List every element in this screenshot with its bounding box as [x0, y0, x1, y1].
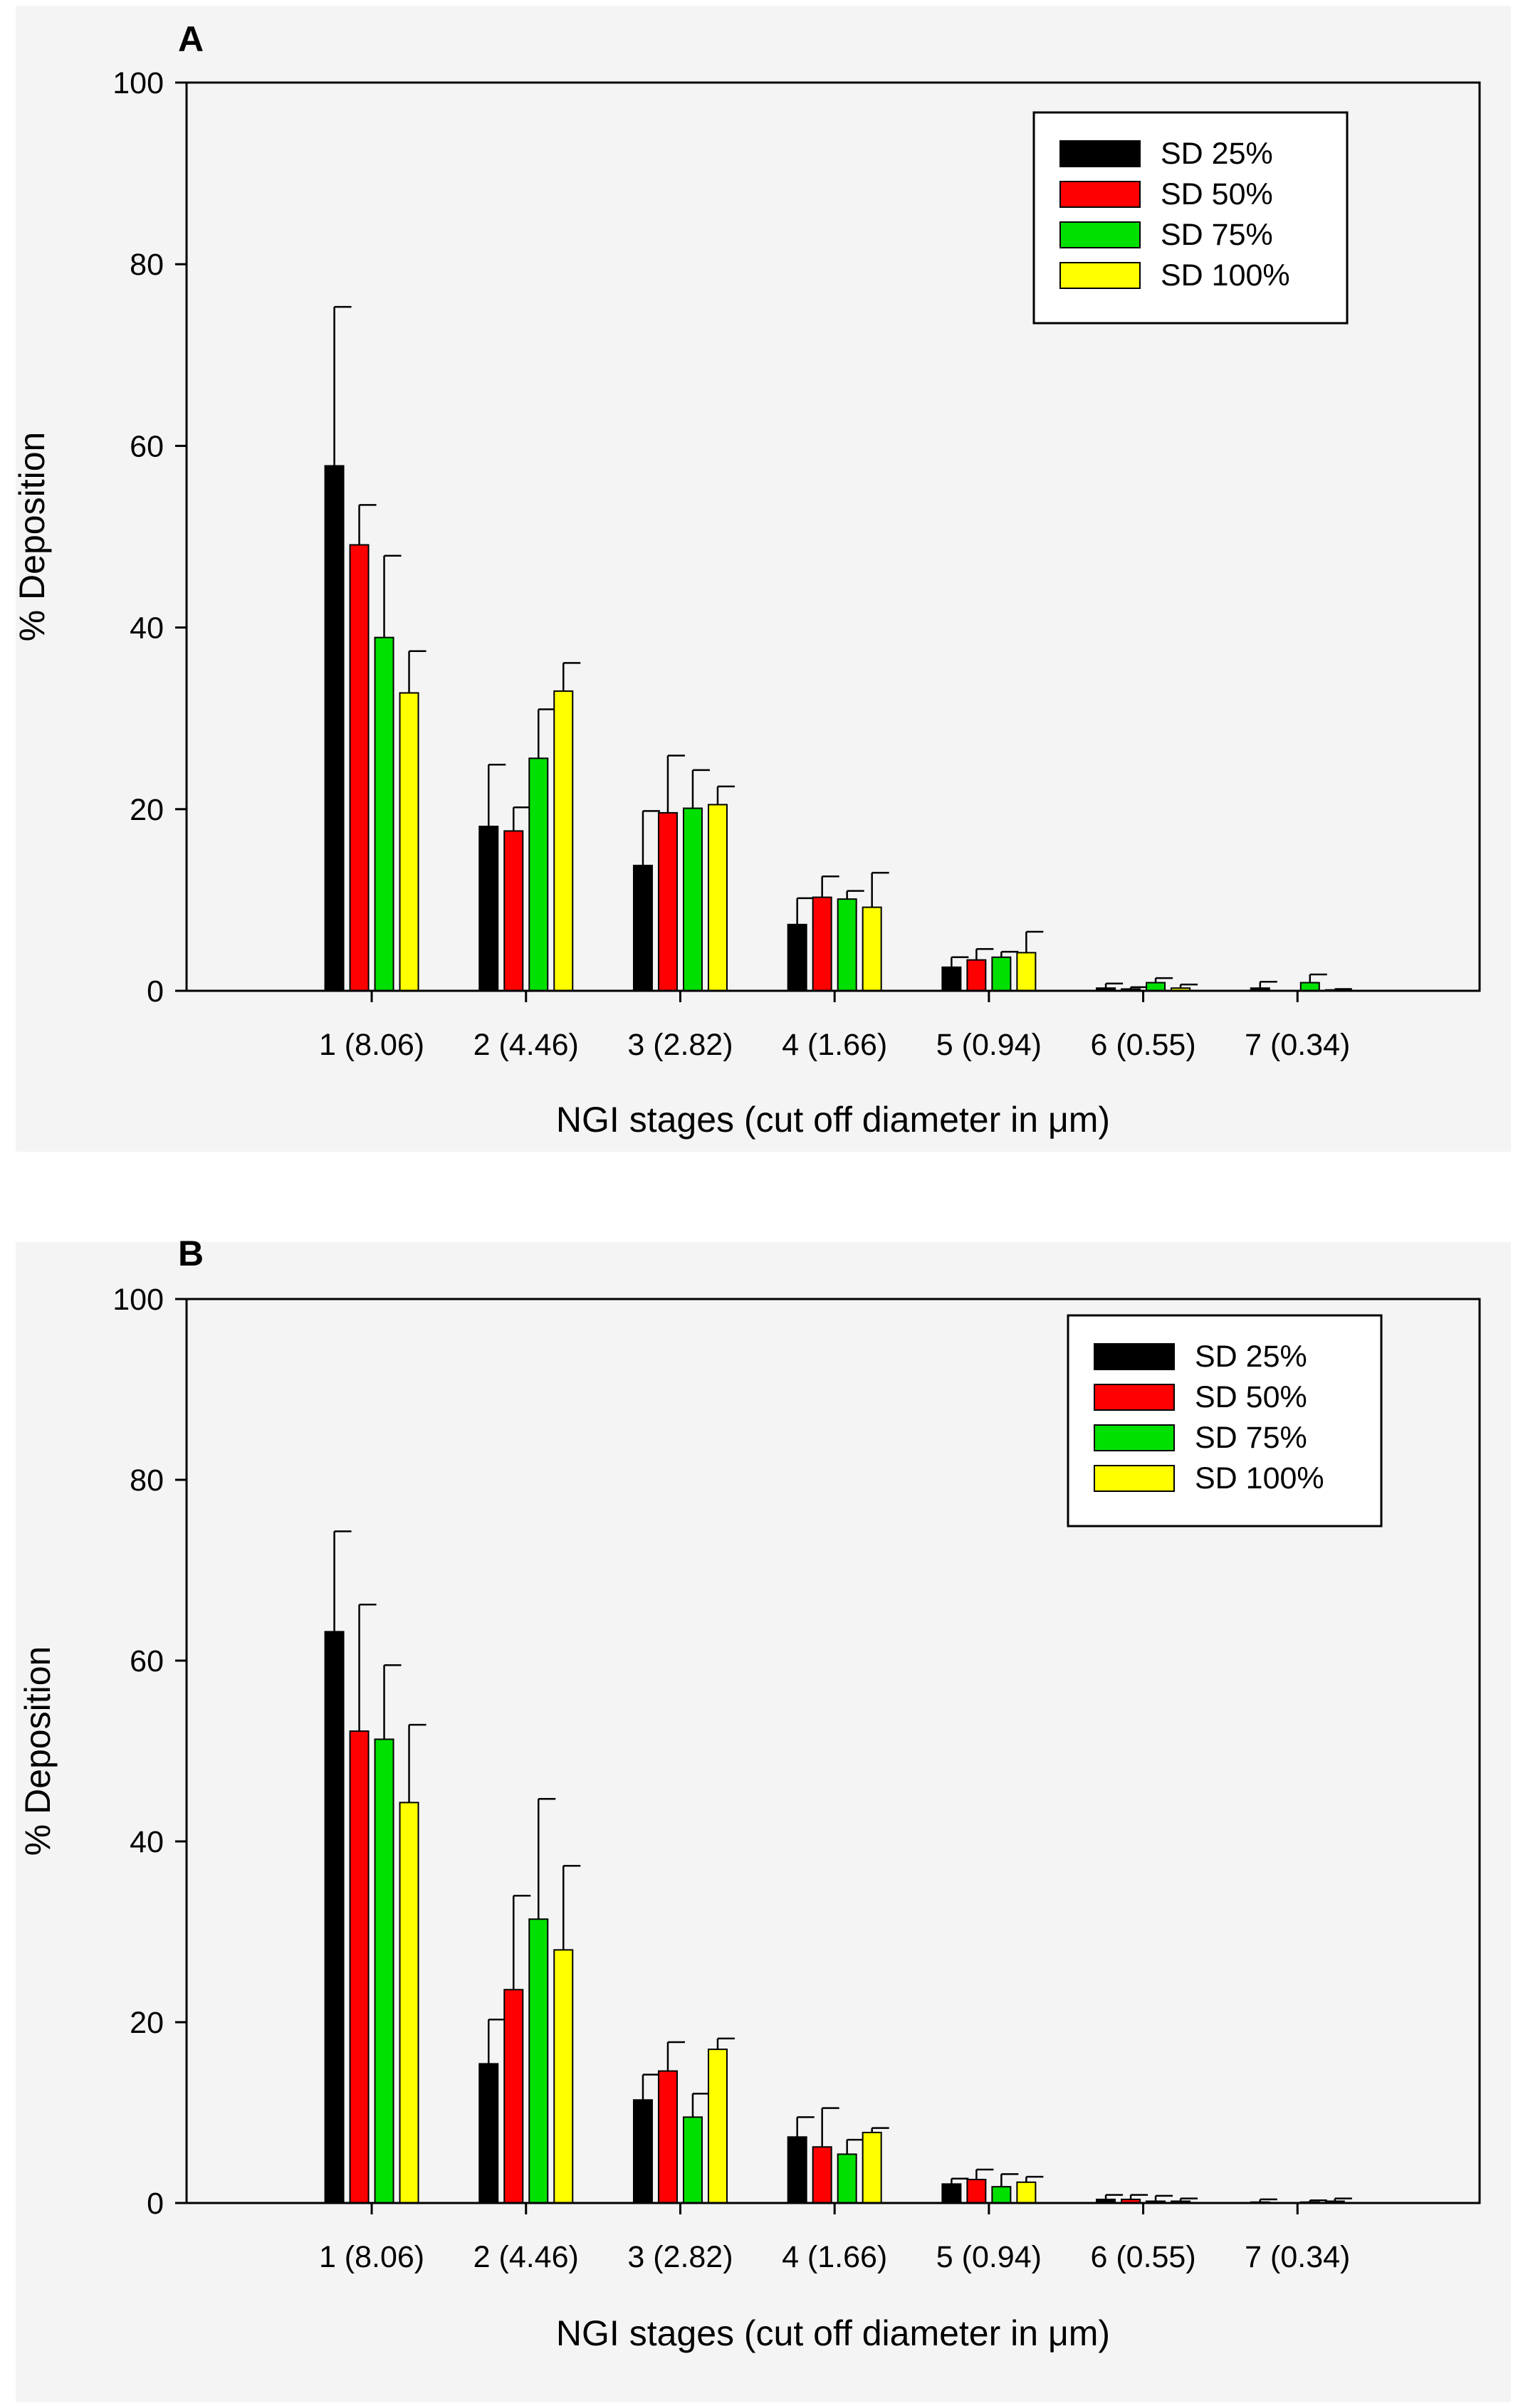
x-tick-label: 1 (8.06): [319, 2240, 424, 2274]
legend-label: SD 75%: [1195, 1421, 1307, 1455]
y-tick-label: 100: [112, 1283, 164, 1317]
legend-swatch: [1094, 1384, 1175, 1411]
legend-label: SD 50%: [1195, 1380, 1307, 1414]
legend-label: SD 75%: [1161, 218, 1273, 252]
bar-sd-75--stage-5: [991, 2186, 1012, 2204]
bar-sd-100--stage-3: [707, 2049, 728, 2204]
plot-frame: [185, 81, 1481, 992]
legend-label: SD 25%: [1195, 1340, 1307, 1374]
y-axis-label: % Deposition: [12, 432, 52, 642]
bar-sd-100--stage-2: [553, 1949, 574, 2204]
legend: SD 25% SD 50% SD 75% SD 100%: [1032, 111, 1349, 325]
x-tick-label: 7 (0.34): [1245, 2240, 1350, 2274]
bar-sd-25--stage-2: [478, 2063, 499, 2204]
x-tick-label: 4 (1.66): [782, 2240, 887, 2274]
x-tick-label: 3 (2.82): [627, 2240, 733, 2274]
bar-sd-25--stage-3: [632, 864, 653, 992]
bar-sd-50--stage-5: [966, 2178, 987, 2204]
bar-sd-25--stage-4: [787, 2136, 807, 2204]
x-tick-label: 3 (2.82): [627, 1028, 733, 1062]
legend-label: SD 50%: [1161, 177, 1273, 211]
y-tick-label: 100: [112, 66, 164, 100]
plot-frame: [185, 1298, 1481, 2204]
legend-swatch: [1094, 1343, 1175, 1370]
bar-sd-75--stage-3: [682, 2116, 703, 2204]
y-axis-label: % Deposition: [18, 1646, 58, 1856]
x-tick-label: 7 (0.34): [1245, 1028, 1350, 1062]
bar-sd-25--stage-1: [324, 465, 345, 992]
bar-sd-100--stage-5: [1016, 952, 1037, 992]
bar-sd-50--stage-5: [966, 959, 987, 992]
bar-sd-100--stage-4: [862, 906, 882, 992]
x-tick-label: 5 (0.94): [936, 1028, 1042, 1062]
bar-sd-25--stage-1: [324, 1631, 345, 2204]
y-tick-label: 60: [130, 1644, 164, 1678]
x-axis-label: NGI stages (cut off diameter in μm): [556, 1100, 1110, 1140]
panel-b: B 0 20 40 60 80 100 1 (8.06) 2 (4.46) 3 (2.82) 4 (…: [18, 1234, 1481, 2353]
legend-swatch: [1059, 140, 1141, 167]
y-tick-label: 80: [130, 1463, 164, 1498]
y-tick-label: 0: [147, 2187, 164, 2221]
y-tick-label: 20: [130, 793, 164, 827]
bar-sd-75--stage-7: [1299, 982, 1320, 992]
legend-swatch: [1059, 262, 1141, 289]
legend-swatch: [1059, 221, 1141, 248]
bar-sd-25--stage-5: [941, 966, 962, 992]
bar-sd-50--stage-4: [812, 896, 832, 992]
bar-sd-100--stage-3: [707, 804, 728, 992]
x-tick-label: 6 (0.55): [1090, 1028, 1195, 1062]
x-tick-label: 6 (0.55): [1090, 2240, 1195, 2274]
bar-sd-75--stage-1: [374, 636, 394, 992]
legend-label: SD 100%: [1161, 258, 1290, 293]
legend-swatch: [1059, 181, 1141, 208]
bar-sd-25--stage-4: [787, 923, 807, 992]
legend-swatch: [1094, 1465, 1175, 1492]
bar-sd-25--stage-3: [632, 2099, 653, 2204]
bar-sd-50--stage-2: [503, 1989, 524, 2204]
x-axis-label: NGI stages (cut off diameter in μm): [556, 2313, 1110, 2353]
bar-sd-100--stage-1: [399, 1802, 419, 2204]
x-tick-label: 1 (8.06): [319, 1028, 424, 1062]
panel-label: A: [178, 19, 204, 59]
x-tick-label: 4 (1.66): [782, 1028, 887, 1062]
bar-sd-50--stage-3: [657, 2070, 678, 2204]
bar-sd-50--stage-2: [503, 830, 524, 992]
bar-sd-50--stage-1: [349, 1730, 370, 2204]
bar-sd-75--stage-4: [837, 2153, 857, 2204]
legend: SD 25% SD 50% SD 75% SD 100%: [1067, 1314, 1383, 1528]
bar-sd-75--stage-4: [837, 898, 857, 992]
bar-sd-100--stage-5: [1016, 2181, 1037, 2204]
bar-sd-25--stage-5: [941, 2183, 962, 2204]
bar-sd-50--stage-3: [657, 811, 678, 992]
x-tick-label: 2 (4.46): [473, 2240, 579, 2274]
legend-label: SD 25%: [1161, 137, 1273, 171]
bar-sd-75--stage-2: [528, 1918, 549, 2204]
y-tick-label: 40: [130, 611, 164, 646]
bar-sd-100--stage-4: [862, 2131, 882, 2204]
bar-sd-75--stage-2: [528, 757, 549, 992]
bar-sd-75--stage-5: [991, 956, 1012, 992]
bar-sd-75--stage-6: [1146, 982, 1166, 992]
y-tick-label: 80: [130, 248, 164, 282]
bar-sd-25--stage-2: [478, 826, 499, 992]
bar-sd-100--stage-2: [553, 690, 574, 992]
panel-label: B: [178, 1234, 204, 1273]
legend-label: SD 100%: [1195, 1461, 1324, 1495]
y-tick-label: 20: [130, 2006, 164, 2040]
bar-sd-75--stage-3: [682, 807, 703, 992]
x-tick-label: 2 (4.46): [473, 1028, 579, 1062]
bar-sd-100--stage-1: [399, 692, 419, 992]
y-tick-label: 40: [130, 1825, 164, 1859]
y-tick-label: 0: [147, 974, 164, 1009]
bar-sd-50--stage-4: [812, 2146, 832, 2204]
y-tick-label: 60: [130, 429, 164, 463]
legend-swatch: [1094, 1424, 1175, 1451]
panel-a: A 0 20 40 60 80 100 1 (8.06) 2 (4.46) 3 (2.82) 4 (…: [12, 19, 1481, 1140]
bar-sd-50--stage-1: [349, 544, 370, 992]
bar-sd-75--stage-1: [374, 1738, 394, 2204]
x-tick-label: 5 (0.94): [936, 2240, 1042, 2274]
